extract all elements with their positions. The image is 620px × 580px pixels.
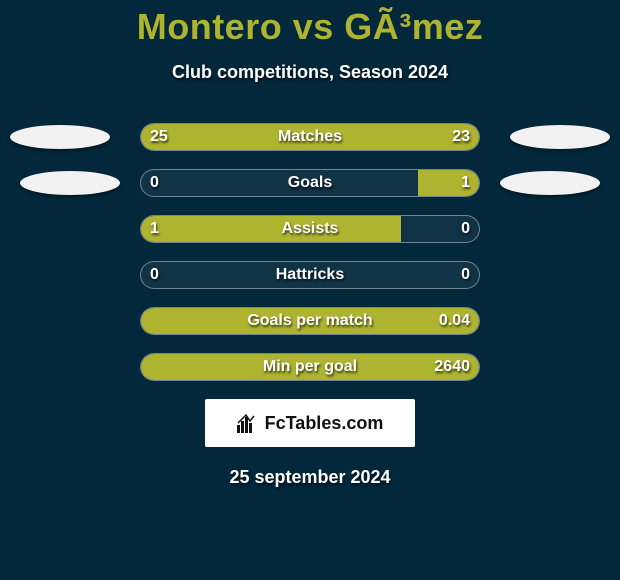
footer-date: 25 september 2024 [0, 467, 620, 488]
bar-chart-icon [237, 413, 259, 433]
player-badge-right [500, 171, 600, 195]
page-title: Montero vs GÃ³mez [0, 0, 620, 48]
footer-brand-card: FcTables.com [205, 399, 415, 447]
stats-rows: 25Matches230Goals11Assists00Hattricks0Go… [0, 123, 620, 381]
stat-value-right: 0 [461, 215, 470, 243]
stat-value-right: 1 [461, 169, 470, 197]
stat-value-right: 0 [461, 261, 470, 289]
stat-value-right: 0.04 [439, 307, 470, 335]
stat-label: Goals [140, 169, 480, 197]
player-badge-left [20, 171, 120, 195]
stat-row: Goals per match0.04 [0, 307, 620, 335]
stat-label: Matches [140, 123, 480, 151]
stat-row: 0Goals1 [0, 169, 620, 197]
stat-row: 0Hattricks0 [0, 261, 620, 289]
footer-brand-text: FcTables.com [265, 413, 384, 434]
stat-label: Hattricks [140, 261, 480, 289]
stat-value-right: 23 [452, 123, 470, 151]
stat-row: 1Assists0 [0, 215, 620, 243]
player-badge-left [10, 125, 110, 149]
stat-value-right: 2640 [434, 353, 470, 381]
stat-label: Assists [140, 215, 480, 243]
stat-label: Goals per match [140, 307, 480, 335]
player-badge-right [510, 125, 610, 149]
page-subtitle: Club competitions, Season 2024 [0, 62, 620, 83]
stat-label: Min per goal [140, 353, 480, 381]
stat-row: Min per goal2640 [0, 353, 620, 381]
stat-row: 25Matches23 [0, 123, 620, 151]
